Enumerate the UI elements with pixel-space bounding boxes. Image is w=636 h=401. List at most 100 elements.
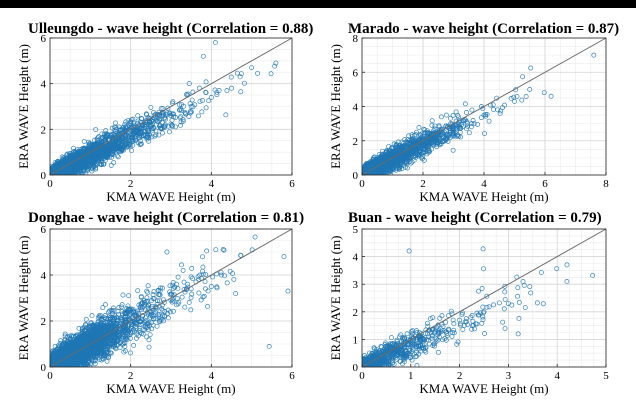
- data-point: [126, 122, 132, 128]
- data-point: [520, 74, 526, 80]
- data-point: [155, 118, 161, 124]
- x-tick-label: 6: [289, 178, 295, 190]
- data-point: [103, 132, 109, 138]
- data-point: [237, 74, 243, 80]
- data-point: [132, 128, 138, 134]
- x-tick-label: 0: [47, 178, 53, 190]
- data-point: [67, 161, 73, 167]
- data-point: [141, 132, 147, 138]
- data-point: [170, 99, 176, 105]
- data-point: [214, 92, 220, 98]
- data-point: [168, 113, 174, 119]
- data-point: [389, 145, 395, 151]
- data-point: [72, 152, 78, 158]
- data-point: [426, 149, 432, 155]
- data-point: [109, 154, 115, 160]
- data-point: [151, 110, 156, 116]
- data-point: [447, 135, 453, 141]
- data-point: [169, 122, 175, 128]
- data-point: [148, 104, 154, 110]
- data-point: [401, 145, 407, 150]
- data-point: [407, 158, 413, 164]
- data-point: [199, 109, 205, 115]
- data-point: [135, 118, 141, 124]
- data-point: [80, 146, 85, 152]
- data-point: [255, 70, 261, 76]
- data-point: [139, 116, 144, 121]
- x-tick-label: 4: [209, 178, 215, 190]
- panel-1: Ulleungdo - wave height (Correlation = 0…: [16, 21, 313, 204]
- data-point: [268, 71, 274, 77]
- data-point: [185, 91, 191, 97]
- data-point: [399, 150, 405, 156]
- data-point: [98, 156, 104, 162]
- data-point: [471, 121, 477, 127]
- data-point: [118, 146, 124, 152]
- data-point: [234, 70, 240, 76]
- data-point: [143, 122, 149, 128]
- data-point: [188, 104, 194, 109]
- data-point: [200, 53, 206, 59]
- data-point: [223, 112, 229, 118]
- data-point: [144, 112, 150, 118]
- data-point: [228, 74, 234, 80]
- data-point: [113, 139, 118, 145]
- data-point: [397, 151, 403, 157]
- data-point: [150, 119, 156, 125]
- data-point: [146, 135, 152, 141]
- data-point: [394, 156, 400, 162]
- data-point: [206, 98, 212, 104]
- data-point: [224, 88, 230, 94]
- data-point: [468, 124, 474, 130]
- data-point: [130, 138, 136, 144]
- data-point: [463, 125, 469, 131]
- data-point: [129, 117, 135, 123]
- data-point: [93, 127, 99, 133]
- y-tick-label: 0: [41, 170, 47, 182]
- data-point: [410, 147, 416, 153]
- data-point: [429, 146, 435, 152]
- data-point: [391, 141, 397, 147]
- data-point: [177, 107, 182, 113]
- data-point: [413, 141, 419, 147]
- y-tick-label: 2: [41, 124, 47, 136]
- data-point: [110, 137, 116, 143]
- data-point: [167, 129, 172, 135]
- data-point: [91, 153, 97, 159]
- data-point: [436, 130, 442, 135]
- data-point: [203, 90, 209, 95]
- data-point: [186, 81, 192, 87]
- data-point: [120, 141, 126, 147]
- data-point: [431, 128, 437, 134]
- data-point: [67, 151, 73, 157]
- data-point: [450, 147, 456, 153]
- data-point: [448, 115, 454, 121]
- data-point: [81, 139, 87, 144]
- data-point: [148, 122, 154, 128]
- data-point: [128, 142, 134, 148]
- data-point: [450, 113, 456, 118]
- data-point: [115, 154, 121, 160]
- data-point: [369, 162, 375, 168]
- data-point: [113, 125, 119, 131]
- data-point: [148, 123, 153, 129]
- data-point: [137, 138, 143, 144]
- data-point: [188, 109, 194, 115]
- data-point: [79, 163, 84, 169]
- data-point: [68, 156, 74, 162]
- data-point: [464, 110, 469, 115]
- data-point: [128, 132, 134, 138]
- data-point: [113, 120, 118, 126]
- data-point: [434, 141, 439, 147]
- data-point: [139, 133, 144, 139]
- data-point: [70, 145, 76, 151]
- data-point: [497, 111, 503, 117]
- data-point: [272, 63, 278, 69]
- data-point: [208, 94, 214, 100]
- data-point: [249, 65, 255, 71]
- data-point: [152, 133, 158, 139]
- data-point: [199, 98, 205, 103]
- data-point: [109, 147, 115, 153]
- data-point: [396, 142, 402, 148]
- y-tick-label: 4: [41, 79, 47, 91]
